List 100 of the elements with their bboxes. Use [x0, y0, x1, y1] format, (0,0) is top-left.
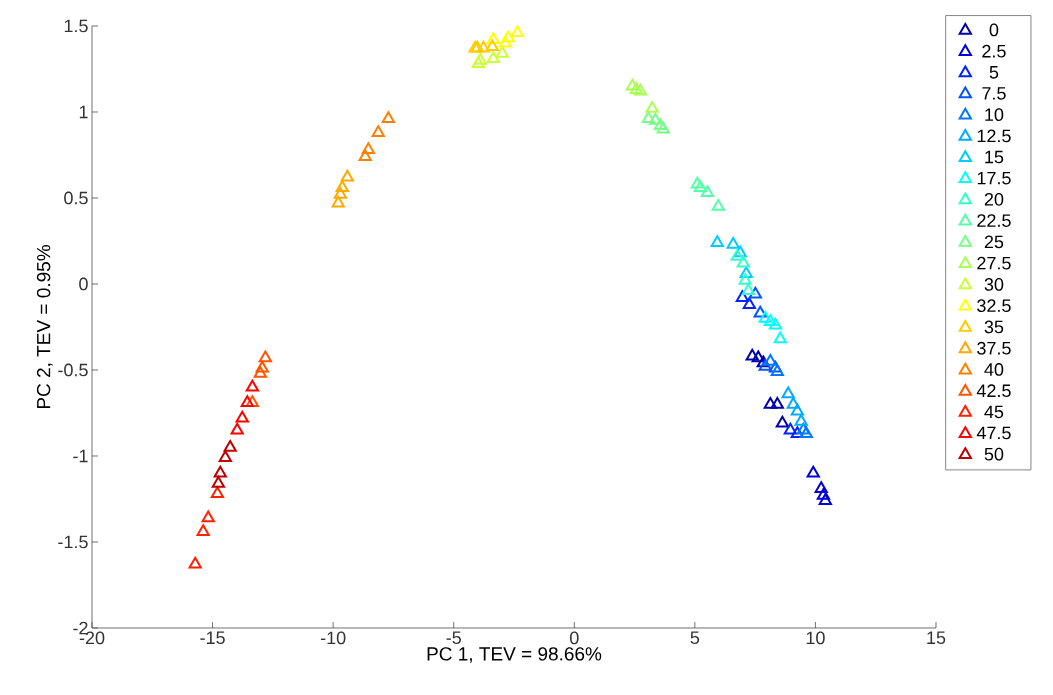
point [361, 142, 375, 155]
legend-label: 17.5 [977, 171, 1011, 185]
point [648, 113, 662, 125]
y-tick-label: 0 [79, 277, 88, 291]
point [495, 46, 509, 58]
point [333, 187, 348, 199]
y-tick-label: 1 [79, 105, 88, 119]
y-tick-label: -1.5 [58, 535, 88, 549]
legend-label: 27.5 [977, 256, 1011, 270]
point [690, 176, 704, 189]
x-tick-label: 15 [927, 631, 946, 645]
legend-label: 30 [984, 278, 1004, 291]
point [790, 403, 804, 416]
point [211, 476, 225, 488]
point [196, 524, 210, 536]
point [629, 82, 643, 94]
point [758, 310, 772, 323]
point [501, 30, 515, 43]
point [240, 395, 254, 407]
point [786, 396, 800, 409]
x-tick-label: 5 [690, 631, 700, 645]
legend-label: 20 [984, 192, 1004, 206]
point [641, 111, 655, 124]
point [814, 481, 828, 493]
point [736, 255, 750, 268]
legend-label: 7.5 [982, 87, 1006, 100]
point [806, 465, 820, 478]
point [218, 450, 232, 462]
point [213, 465, 227, 478]
point [645, 101, 659, 113]
point [381, 111, 395, 124]
point [758, 359, 772, 371]
point [258, 350, 273, 363]
point [201, 510, 215, 523]
legend-label: 42.5 [976, 384, 1011, 398]
point [335, 180, 349, 192]
point [783, 422, 797, 435]
legend-label: 32.5 [977, 299, 1011, 313]
y-axis-title: PC 2, TEV = 0.95% [36, 245, 53, 409]
point [486, 32, 500, 44]
point [245, 379, 259, 392]
point [498, 35, 512, 48]
y-tick-label: -0.5 [58, 363, 88, 377]
point [340, 169, 354, 182]
point [625, 78, 640, 91]
y-tick-label: -1 [73, 449, 88, 463]
x-tick-label: 10 [806, 631, 825, 645]
legend-label: 10 [985, 108, 1004, 121]
point [245, 395, 259, 407]
legend-label: 40 [984, 363, 1004, 376]
legend-label: 35 [984, 320, 1004, 334]
point [773, 331, 787, 344]
point [473, 52, 487, 65]
point [711, 199, 725, 211]
point [763, 396, 777, 409]
point [818, 493, 832, 505]
point [235, 410, 249, 423]
x-tick-label: 0 [569, 631, 579, 645]
point [255, 360, 269, 373]
point [781, 386, 795, 399]
point [756, 355, 770, 368]
point [816, 488, 831, 500]
point [748, 286, 763, 299]
point [710, 235, 724, 247]
point [794, 414, 808, 426]
point [799, 426, 813, 438]
point [633, 83, 647, 96]
point [486, 51, 500, 63]
point [656, 121, 670, 134]
x-tick-label: -5 [446, 631, 461, 645]
legend-label: 50 [984, 447, 1004, 461]
legend-label: 0 [989, 23, 999, 37]
point [768, 360, 783, 373]
point [790, 426, 804, 438]
point [188, 556, 202, 569]
point [753, 305, 767, 318]
point [700, 185, 715, 198]
point [775, 415, 790, 428]
point [253, 365, 267, 378]
point [735, 290, 749, 302]
point [742, 297, 756, 309]
legend-label: 2.5 [982, 44, 1006, 58]
legend-label: 37.5 [977, 341, 1011, 355]
legend-label: 45 [984, 405, 1004, 419]
legend-label: 15 [985, 150, 1004, 164]
point [738, 273, 752, 285]
point [768, 317, 783, 330]
legend-label: 12.5 [977, 129, 1011, 143]
point [763, 353, 777, 366]
point [751, 350, 765, 363]
point [770, 396, 784, 409]
point [693, 180, 708, 192]
legend-label: 47.5 [976, 426, 1011, 440]
point [726, 236, 740, 249]
x-axis-title: PC 1, TEV = 98.66% [427, 647, 602, 663]
point [510, 25, 525, 38]
legend-label: 22.5 [977, 214, 1011, 227]
y-tick-label: 1.5 [64, 19, 88, 33]
point [485, 39, 499, 51]
y-tick-label: 0.5 [64, 191, 88, 205]
